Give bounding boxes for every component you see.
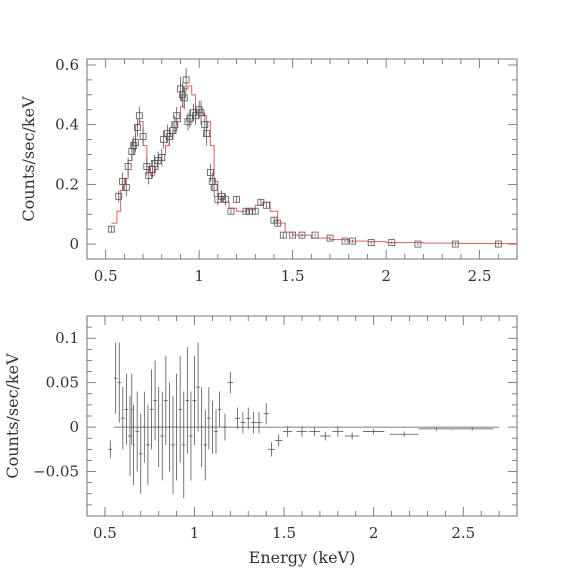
residuals-axis-ticks: 0.5 1 1.5 2 2.5 −0.05 0 0.05 0.1 <box>33 315 518 542</box>
y-tick-label: 0.1 <box>55 329 79 347</box>
x-tick-label: 1.5 <box>281 267 305 285</box>
data-point <box>451 240 459 248</box>
data-point <box>165 133 173 141</box>
data-point <box>341 237 349 245</box>
data-point <box>298 231 306 239</box>
y-tick-label: −0.05 <box>33 463 79 481</box>
data-point <box>227 207 235 215</box>
data-point <box>274 219 282 227</box>
y-tick-label: 0.05 <box>46 374 79 392</box>
spectrum-plot-frame <box>86 58 518 260</box>
residuals-y-axis-label: Counts/sec/keV <box>3 353 22 479</box>
data-point <box>414 240 422 248</box>
data-point <box>206 169 214 176</box>
data-point <box>119 177 126 185</box>
data-point <box>279 231 287 239</box>
spectrum-axis-ticks: 0.5 1 1.5 2 2.5 0 0.2 0.4 0.6 <box>55 56 518 285</box>
data-point <box>388 239 396 246</box>
data-point <box>263 201 270 209</box>
data-point <box>242 207 250 215</box>
data-point <box>135 112 143 120</box>
x-tick-label: 2.5 <box>451 524 475 542</box>
spectrum-panel: 0.5 1 1.5 2 2.5 0 0.2 0.4 0.6 Counts/sec/keV <box>19 56 518 285</box>
model-curve <box>111 85 518 244</box>
data-point <box>210 183 218 191</box>
data-point <box>326 234 334 242</box>
data-point <box>289 231 297 239</box>
x-tick-label: 0.5 <box>94 267 118 285</box>
spectrum-model-line <box>111 85 518 244</box>
data-point <box>251 207 259 215</box>
y-tick-label: 0 <box>69 235 79 253</box>
data-point <box>145 172 153 179</box>
spectrum-y-axis-label: Counts/sec/keV <box>19 96 38 222</box>
data-point <box>311 231 319 239</box>
data-point <box>367 239 375 246</box>
data-point <box>182 76 190 84</box>
data-point <box>171 121 179 129</box>
y-tick-label: 0 <box>69 418 79 436</box>
x-tick-label: 1.5 <box>272 524 296 542</box>
data-point <box>107 225 115 233</box>
data-point <box>122 183 130 191</box>
spectrum-data-points <box>107 67 502 248</box>
data-point <box>203 130 211 138</box>
x-tick-label: 1 <box>194 267 204 285</box>
data-point <box>158 154 166 161</box>
data-point <box>494 240 502 248</box>
data-point <box>132 139 140 146</box>
data-point <box>201 121 209 129</box>
y-tick-label: 0.4 <box>55 116 79 134</box>
y-tick-label: 0.6 <box>55 56 79 74</box>
data-point <box>349 237 356 245</box>
data-point <box>124 163 132 170</box>
x-tick-label: 2.5 <box>468 267 492 285</box>
data-point <box>180 94 188 102</box>
y-tick-label: 0.2 <box>55 175 79 193</box>
data-point <box>139 133 147 141</box>
data-point <box>233 195 240 203</box>
x-tick-label: 1 <box>190 524 200 542</box>
data-point <box>197 109 205 117</box>
data-point <box>173 112 181 120</box>
x-tick-label: 0.5 <box>93 524 117 542</box>
x-tick-label: 2 <box>381 267 391 285</box>
data-point <box>221 195 229 203</box>
x-tick-label: 2 <box>369 524 379 542</box>
residuals-data-points <box>108 342 494 499</box>
data-point <box>115 192 123 200</box>
residuals-x-axis-label: Energy (keV) <box>249 548 356 567</box>
data-point <box>134 124 141 132</box>
